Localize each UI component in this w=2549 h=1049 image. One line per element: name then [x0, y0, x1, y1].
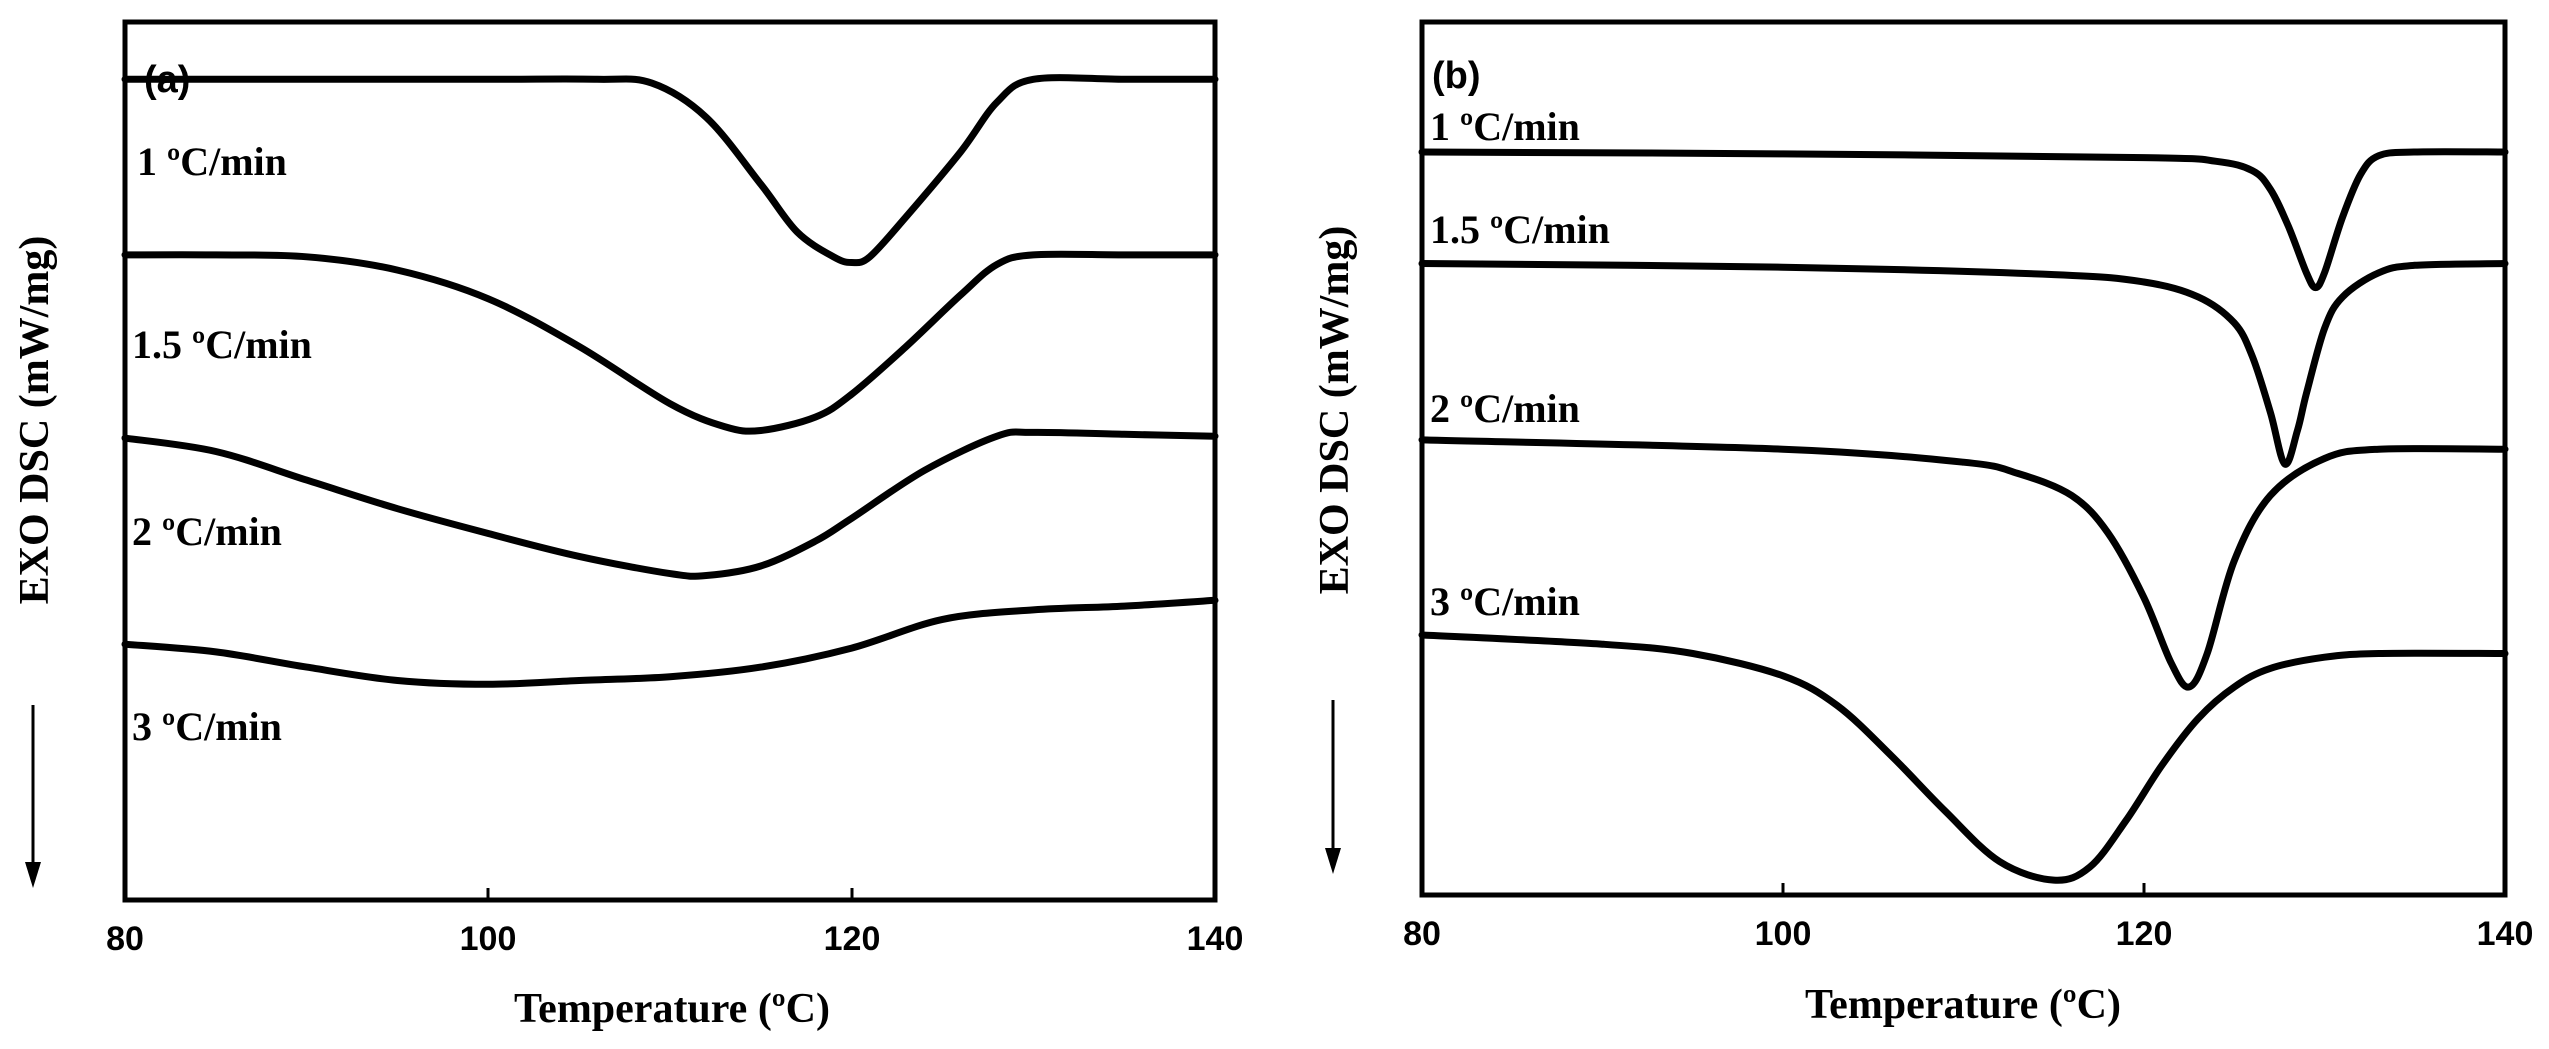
- x-tick-label-a-140: 140: [1187, 920, 1244, 958]
- exo-arrowhead-b: [1325, 848, 1341, 874]
- curve-b-1-5ccmin: [1418, 260, 2509, 468]
- exo-arrowhead-a: [25, 862, 41, 888]
- x-tick-label-b-140: 140: [2477, 915, 2534, 953]
- curve-b-1ccmin: [1418, 148, 2509, 292]
- x-axis-label-b: Temperature (ºC): [1805, 982, 2121, 1028]
- x-tick-label-b-100: 100: [1755, 915, 1812, 953]
- curve-b-3ccmin: [1418, 631, 2509, 884]
- panel-a: 80 100 120 140 Temperature (ºC) EXO DSC …: [12, 19, 1244, 1032]
- series-label-b-1-5: 1.5 ºC/min: [1430, 207, 1610, 252]
- series-label-b-2: 2 ºC/min: [1430, 386, 1580, 431]
- series-label-a-3: 3 ºC/min: [132, 704, 282, 749]
- series-label-a-2: 2 ºC/min: [132, 509, 282, 554]
- panel-b: 80 100 120 140 Temperature (ºC) EXO DSC …: [1312, 19, 2534, 1028]
- x-axis-label-a: Temperature (ºC): [514, 986, 830, 1032]
- series-label-a-1: 1 ºC/min: [137, 139, 287, 184]
- x-tick-label-a-100: 100: [460, 920, 517, 958]
- curve-a-2ccmin: [121, 428, 1219, 580]
- curve-a-1ccmin: [121, 74, 1219, 267]
- y-axis-label-a: EXO DSC (mW/mg): [12, 236, 58, 605]
- curve-b-2ccmin: [1418, 436, 2509, 691]
- y-axis-label-b: EXO DSC (mW/mg): [1312, 226, 1358, 595]
- series-label-a-1-5: 1.5 ºC/min: [132, 322, 312, 367]
- series-label-b-3: 3 ºC/min: [1430, 579, 1580, 624]
- curve-a-3ccmin: [121, 596, 1219, 688]
- x-tick-label-a-80: 80: [106, 920, 144, 958]
- curve-a-1-5ccmin: [121, 250, 1219, 435]
- series-label-b-1: 1 ºC/min: [1430, 104, 1580, 149]
- x-tick-label-a-120: 120: [824, 920, 881, 958]
- plot-frame-a: [122, 19, 1218, 903]
- x-tick-label-b-120: 120: [2116, 915, 2173, 953]
- x-tick-label-b-80: 80: [1403, 915, 1441, 953]
- panel-label-b: (b): [1432, 55, 1481, 97]
- plot-frame-b: [1419, 19, 2508, 898]
